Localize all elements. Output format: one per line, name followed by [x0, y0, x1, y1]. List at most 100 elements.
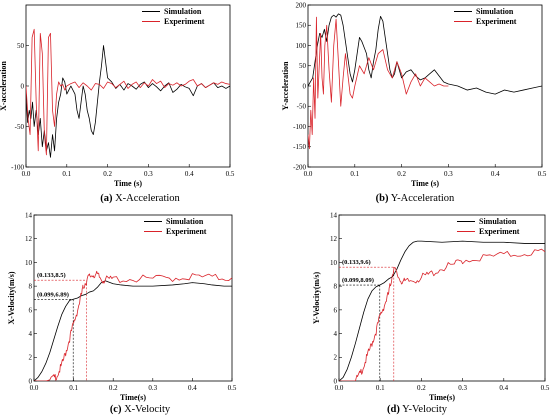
y-tick-label: 8 — [29, 283, 33, 291]
chart-panel-b: 0.0 0.1 0.2 0.3 0.4 0.5 -200 -150 -100 -50 0 50 100 1… — [281, 1, 547, 204]
x-tick-label: 0.2 — [103, 170, 112, 178]
y-tick-label: -50 — [15, 123, 25, 131]
caption-letter: (b) — [376, 193, 389, 204]
y-tick-label: 6 — [29, 306, 33, 314]
x-tick-label: 0.1 — [62, 170, 71, 178]
y-tick-label: 8 — [334, 283, 338, 291]
x-tick-label: 0.4 — [491, 170, 500, 178]
legend-label: Simulation — [476, 7, 514, 16]
series-line-experiment — [34, 270, 232, 381]
x-tick-label: 0.3 — [148, 384, 157, 392]
caption-text: Y-Velocity — [400, 404, 448, 415]
y-tick-label: -200 — [293, 163, 306, 171]
legend-label: Experiment — [476, 17, 517, 26]
y-tick-label: 150 — [296, 22, 307, 30]
y-tick-label: 100 — [296, 42, 307, 50]
y-tick-label: 10 — [25, 259, 33, 267]
y-tick-label: 10 — [330, 259, 338, 267]
y-tick-label: 0 — [29, 377, 33, 385]
y-tick-label: 50 — [17, 42, 25, 50]
x-tick-label: 0.3 — [144, 170, 153, 178]
x-tick-label: 0.4 — [185, 170, 194, 178]
chart-panel-a: 0.0 0.1 0.2 0.3 0.4 0.5 -100 -50 0 50 Time (s) X-ac… — [0, 4, 235, 204]
y-tick-label: 0 — [21, 82, 25, 90]
plot-frame — [33, 214, 233, 382]
caption-text: Y-Acceleration — [389, 193, 456, 204]
y-tick-label: -100 — [11, 163, 24, 171]
legend-label: Simulation — [166, 217, 204, 226]
caption-letter: (a) — [100, 193, 113, 204]
caption-text: X-Acceleration — [112, 193, 180, 204]
y-tick-label: -100 — [293, 123, 306, 131]
x-tick-label: 0.5 — [226, 170, 235, 178]
x-axis-label: Time(s) — [429, 393, 455, 402]
x-tick-label: 0.5 — [541, 384, 550, 392]
plot-frame — [25, 4, 231, 168]
y-tick-label: 14 — [25, 211, 33, 219]
legend-label: Simulation — [164, 7, 202, 16]
caption-letter: (d) — [387, 404, 400, 415]
series-line-experiment — [26, 28, 230, 156]
x-tick-label: 0.3 — [458, 384, 467, 392]
x-tick-label: 0.0 — [335, 384, 344, 392]
series-line-simulation — [26, 45, 230, 158]
x-axis-label: Time (s) — [411, 179, 439, 188]
series-line-experiment — [339, 248, 545, 381]
y-tick-label: 200 — [296, 1, 307, 9]
annotation-label: (0.133,8.5) — [37, 272, 66, 279]
y-axis-label: X-Velocity(m/s) — [7, 271, 16, 324]
x-tick-label: 0.0 — [22, 170, 31, 178]
y-tick-label: 4 — [334, 330, 338, 338]
x-tick-label: 0.1 — [350, 170, 359, 178]
series-line-simulation — [339, 240, 545, 381]
x-tick-label: 0.0 — [304, 170, 313, 178]
y-axis-label: Y-acceleration — [281, 61, 290, 111]
x-tick-label: 0.2 — [109, 384, 118, 392]
caption-text: X-Velocity — [121, 404, 170, 415]
x-tick-label: 0.5 — [228, 384, 237, 392]
y-tick-label: 4 — [29, 330, 33, 338]
chart-panel-d: 0.0 0.1 0.2 0.3 0.4 0.5 0 2 4 6 8 10 12 14 Time(s) Y-Ve… — [312, 211, 550, 415]
y-tick-label: 6 — [334, 306, 338, 314]
x-tick-label: 0.3 — [444, 170, 453, 178]
legend-label: Experiment — [164, 17, 205, 26]
annotation-label: (0.099,6.89) — [37, 291, 69, 298]
y-tick-label: 0 — [334, 377, 338, 385]
x-axis-label: Time (s) — [114, 179, 142, 188]
legend-label: Experiment — [166, 227, 207, 236]
legend-label: Simulation — [479, 217, 517, 226]
panel-caption: (d) Y-Velocity — [387, 404, 448, 415]
series-line-simulation — [308, 13, 542, 95]
x-tick-label: 0.4 — [188, 384, 197, 392]
x-tick-label: 0.1 — [376, 384, 385, 392]
y-axis-label: X-acceleration — [0, 61, 8, 111]
y-tick-label: 14 — [330, 211, 338, 219]
x-tick-label: 0.0 — [30, 384, 39, 392]
y-tick-label: -50 — [297, 103, 307, 111]
caption-letter: (c) — [110, 404, 122, 415]
x-axis-label: Time(s) — [120, 393, 146, 402]
series-line-experiment — [308, 16, 449, 150]
y-tick-label: 50 — [299, 62, 307, 70]
y-tick-label: 12 — [330, 235, 338, 243]
x-tick-label: 0.2 — [417, 384, 426, 392]
panel-caption: (c) X-Velocity — [110, 404, 171, 415]
y-tick-label: -150 — [293, 143, 306, 151]
y-tick-label: 2 — [334, 354, 338, 362]
y-axis-label: Y-Velocity(m/s) — [312, 272, 321, 325]
x-tick-label: 0.2 — [397, 170, 406, 178]
y-tick-label: 12 — [25, 235, 33, 243]
y-tick-label: 2 — [29, 354, 33, 362]
x-tick-label: 0.4 — [499, 384, 508, 392]
x-tick-label: 0.1 — [69, 384, 78, 392]
plot-frame — [338, 214, 546, 382]
series-line-simulation — [34, 280, 232, 381]
annotation-label: (0.133,9.6) — [342, 259, 371, 266]
x-tick-label: 0.5 — [538, 170, 547, 178]
legend-label: Experiment — [479, 227, 520, 236]
plot-frame — [307, 4, 543, 168]
y-tick-label: 0 — [303, 82, 307, 90]
panel-caption: (a) X-Acceleration — [100, 193, 180, 204]
annotation-label: (0.099,8.09) — [342, 277, 374, 284]
